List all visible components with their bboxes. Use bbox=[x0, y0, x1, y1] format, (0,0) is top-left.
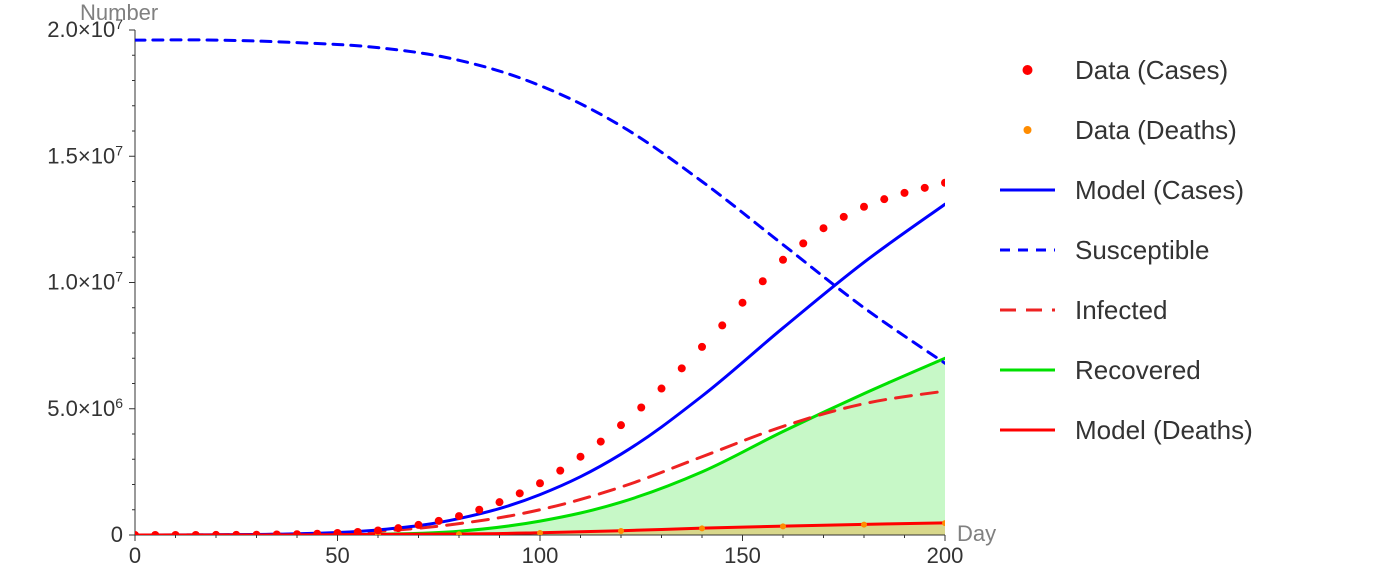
legend-label-model_cases: Model (Cases) bbox=[1075, 175, 1244, 205]
data_cases-point bbox=[840, 213, 848, 221]
x-tick-label: 150 bbox=[724, 543, 761, 568]
data_cases-point bbox=[678, 364, 686, 372]
data_cases-point bbox=[232, 531, 240, 539]
data_cases-point bbox=[597, 438, 605, 446]
data_deaths-point bbox=[861, 522, 867, 528]
data_cases-point bbox=[860, 203, 868, 211]
data_cases-point bbox=[698, 343, 706, 351]
data_cases-point bbox=[455, 512, 463, 520]
legend-label-infected: Infected bbox=[1075, 295, 1168, 325]
x-tick-label: 50 bbox=[325, 543, 349, 568]
legend-label-susceptible: Susceptible bbox=[1075, 235, 1209, 265]
data_cases-point bbox=[617, 421, 625, 429]
susceptible-line bbox=[135, 40, 945, 363]
data_cases-point bbox=[658, 385, 666, 393]
data_cases-point bbox=[394, 524, 402, 532]
legend-label-data_cases: Data (Cases) bbox=[1075, 55, 1228, 85]
data_cases-point bbox=[151, 531, 159, 539]
y-tick-label: 5.0×106 bbox=[47, 395, 123, 421]
y-tick-label: 1.5×107 bbox=[47, 142, 123, 168]
data_deaths-point bbox=[780, 523, 786, 529]
y-axis-label: Number bbox=[80, 0, 158, 25]
data_cases-point bbox=[941, 179, 949, 187]
y-tick-label: 1.0×107 bbox=[47, 269, 123, 295]
data_cases-point bbox=[921, 184, 929, 192]
data_cases-point bbox=[415, 521, 423, 529]
data_cases-point bbox=[556, 467, 564, 475]
epidemic-model-chart: 05010015020005.0×1061.0×1071.5×1072.0×10… bbox=[0, 0, 1385, 584]
data_cases-point bbox=[192, 531, 200, 539]
data_cases-point bbox=[516, 489, 524, 497]
x-axis-label: Day bbox=[957, 521, 996, 546]
data_cases-point bbox=[374, 526, 382, 534]
legend: Data (Cases) Data (Deaths) Model (Cases) Su… bbox=[1000, 55, 1253, 445]
legend-swatch-data_cases bbox=[1023, 65, 1033, 75]
data_cases-point bbox=[536, 479, 544, 487]
x-tick-label: 100 bbox=[522, 543, 559, 568]
data_cases-point bbox=[779, 256, 787, 264]
legend-label-data_deaths: Data (Deaths) bbox=[1075, 115, 1237, 145]
recovered-area bbox=[135, 358, 945, 535]
data_deaths-point bbox=[699, 525, 705, 531]
data_cases-point bbox=[475, 506, 483, 514]
y-tick-label: 0 bbox=[111, 522, 123, 547]
x-tick-label: 200 bbox=[927, 543, 964, 568]
legend-label-recovered: Recovered bbox=[1075, 355, 1201, 385]
data_cases-point bbox=[273, 530, 281, 538]
data_cases-point bbox=[496, 498, 504, 506]
data_deaths-point bbox=[942, 520, 948, 526]
data_cases-point bbox=[435, 517, 443, 525]
data_cases-point bbox=[313, 530, 321, 538]
data_cases-point bbox=[718, 321, 726, 329]
data_cases-point bbox=[577, 453, 585, 461]
data_cases-point bbox=[637, 403, 645, 411]
data_cases-point bbox=[901, 189, 909, 197]
data_deaths-point bbox=[618, 528, 624, 534]
data_cases-point bbox=[880, 195, 888, 203]
data_cases-point bbox=[799, 239, 807, 247]
data_cases-point bbox=[820, 224, 828, 232]
legend-label-model_deaths: Model (Deaths) bbox=[1075, 415, 1253, 445]
data_cases-point bbox=[354, 528, 362, 536]
x-tick-label: 0 bbox=[129, 543, 141, 568]
legend-swatch-data_deaths bbox=[1024, 126, 1032, 134]
data_cases-point bbox=[739, 299, 747, 307]
data_cases-point bbox=[759, 277, 767, 285]
